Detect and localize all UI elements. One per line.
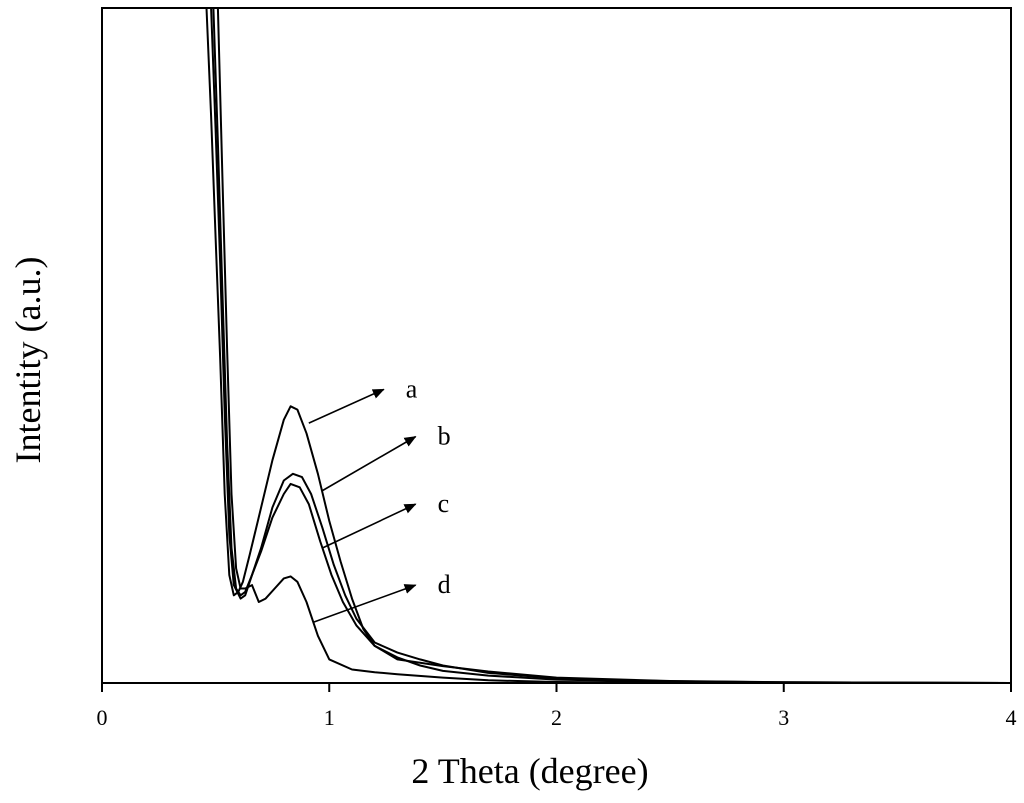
series-a-line [205, 7, 1012, 684]
series-b-line [210, 7, 1012, 684]
y-axis-title: Intentity (a.u.) [8, 257, 48, 464]
x-tick-label: 1 [324, 705, 335, 730]
x-tick-label: 2 [551, 705, 562, 730]
x-tick-label: 4 [1006, 705, 1017, 730]
x-tick-label: 0 [97, 705, 108, 730]
annotation-arrow-b [322, 435, 417, 492]
annotation-arrow-a [308, 388, 385, 424]
series-d-line [216, 7, 1012, 684]
curve-annotations: ab c d [308, 374, 451, 624]
annotation-label-a: a [406, 374, 418, 403]
x-axis-title: 2 Theta (degree) [411, 751, 648, 791]
annotation-label-d: d [438, 570, 451, 599]
series-lines [205, 7, 1012, 684]
series-c-line [212, 7, 1012, 684]
annotation-arrow-c [322, 503, 417, 549]
annotation-arrow-d [313, 584, 417, 624]
annotation-label-c: c [438, 489, 450, 518]
x-axis-ticks: 0 1 2 3 4 [97, 683, 1017, 730]
annotation-label-b: b [438, 422, 451, 451]
x-tick-label: 3 [778, 705, 789, 730]
